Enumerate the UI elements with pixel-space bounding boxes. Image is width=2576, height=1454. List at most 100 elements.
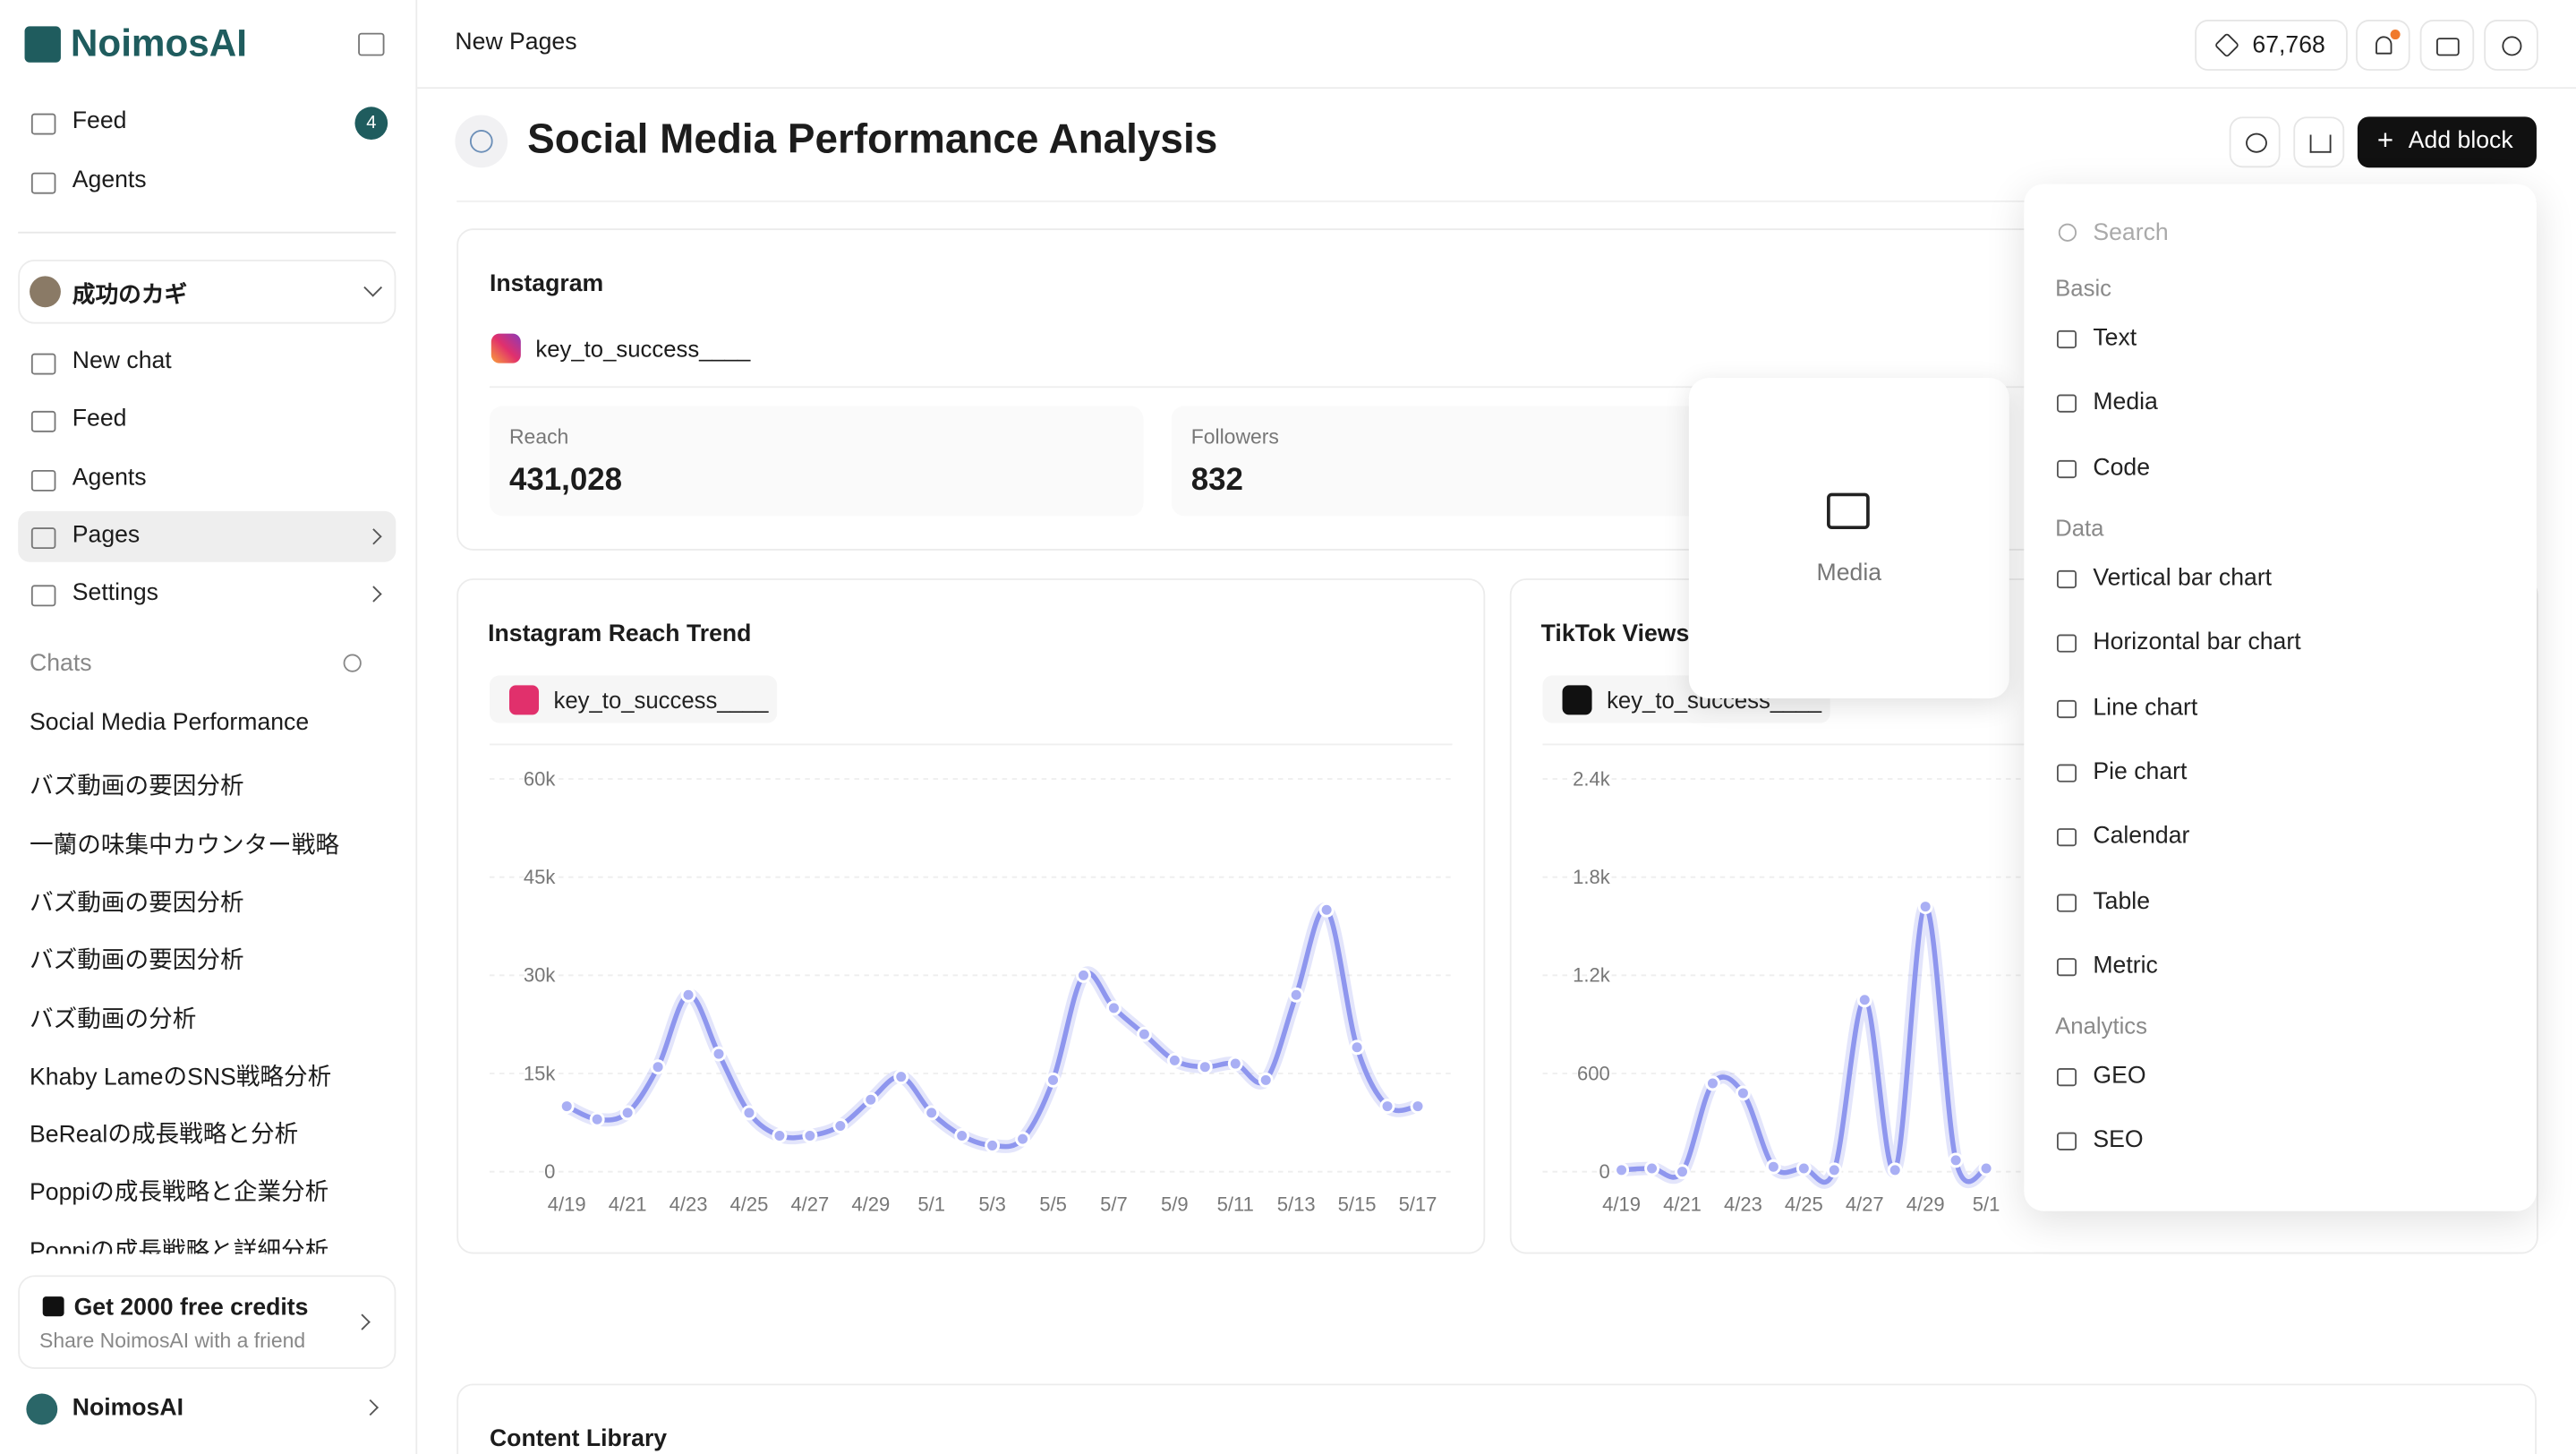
point <box>1675 1164 1690 1180</box>
menu-item[interactable]: Text <box>2093 325 2137 352</box>
x-tick-label: 5/9 <box>1161 1193 1189 1216</box>
promo[interactable]: Get 2000 free credits Share NoimosAI wit… <box>18 1275 397 1369</box>
x-tick-label: 5/17 <box>1399 1193 1437 1216</box>
breadcrumb: New Pages <box>455 30 577 56</box>
gift-icon <box>42 1296 64 1317</box>
x-tick-label: 5/1 <box>1973 1193 2000 1216</box>
metric-value: 431,028 <box>508 463 623 499</box>
nav-item[interactable]: Agents <box>72 167 147 194</box>
search-chats[interactable] <box>343 654 362 672</box>
line-glow <box>1615 900 1993 1189</box>
nav-icon <box>30 469 56 492</box>
point <box>1318 902 1335 918</box>
chat-item[interactable]: バズ動画の要因分析 <box>30 890 244 917</box>
chat-item[interactable]: Social Media Performance <box>30 709 310 737</box>
menu-item[interactable]: SEO <box>2093 1127 2144 1155</box>
chat-item[interactable]: Poppiの成長戦略と詳細分析 <box>30 1238 329 1254</box>
chat-item[interactable]: Poppiの成長戦略と企業分析 <box>30 1180 329 1207</box>
share-button[interactable] <box>2293 116 2345 168</box>
menu-item[interactable]: Metric <box>2093 953 2158 979</box>
search-input[interactable]: Search <box>2093 219 2169 247</box>
account-pill <box>489 675 778 723</box>
account: key_to_success____ <box>554 689 770 714</box>
support[interactable] <box>2484 20 2538 71</box>
menu-icon <box>2056 828 2077 847</box>
x-tick-label: 5/5 <box>1039 1193 1067 1216</box>
menu-item[interactable]: GEO <box>2093 1063 2146 1090</box>
y-tick-label: 0 <box>544 1160 555 1183</box>
share-icon <box>2309 134 2332 153</box>
x-tick-label: 5/13 <box>1277 1193 1316 1216</box>
menu-icon <box>2056 764 2077 783</box>
menu-item[interactable]: Media <box>2093 389 2158 416</box>
point <box>1258 1072 1274 1088</box>
point <box>650 1059 666 1075</box>
menu-item[interactable]: Pie chart <box>2093 758 2188 786</box>
collapse-button[interactable] <box>358 32 385 56</box>
chat-item[interactable]: BeRealの成長戦略と分析 <box>30 1122 299 1150</box>
divider <box>18 231 397 234</box>
content-library-card: Content Library <box>456 1383 2537 1454</box>
chat-item[interactable]: バズ動画の要因分析 <box>30 774 244 801</box>
chat-item[interactable]: バズ動画の要因分析 <box>30 948 244 975</box>
docs[interactable] <box>2419 20 2475 71</box>
point <box>1765 1159 1781 1175</box>
chat-item[interactable]: Khaby LameのSNS戦略分析 <box>30 1065 332 1091</box>
nav-item[interactable]: Feed <box>72 406 127 433</box>
workspace-selector[interactable]: 成功のカギ <box>18 260 397 324</box>
add-block-label: Add block <box>2408 128 2513 155</box>
line-glow <box>559 902 1425 1153</box>
menu-item[interactable]: Table <box>2093 888 2151 915</box>
y-tick-label: 1.8k <box>1573 866 1611 888</box>
menu-item[interactable]: Horizontal bar chart <box>2093 629 2301 656</box>
point <box>1136 1026 1152 1042</box>
nav-icon <box>30 526 56 549</box>
divider <box>489 386 2511 389</box>
workspace-avatar <box>30 276 61 308</box>
nav-item[interactable]: Settings <box>72 580 158 607</box>
credits[interactable]: 67,768 <box>2195 20 2348 71</box>
point <box>1166 1052 1182 1068</box>
add-block-button[interactable]: + Add block <box>2357 116 2537 168</box>
point <box>741 1105 757 1121</box>
x-tick-label: 4/27 <box>790 1193 829 1216</box>
menu-item[interactable]: Calendar <box>2093 823 2190 851</box>
chat-item[interactable]: バズ動画の分析 <box>30 1006 197 1033</box>
y-tick-label: 45k <box>524 866 556 888</box>
menu-item[interactable]: Code <box>2093 454 2151 482</box>
nav-item[interactable]: Feed <box>72 108 127 135</box>
chat-item[interactable]: 一蘭の味集中カウンター戦略 <box>30 832 340 860</box>
point <box>1379 1099 1395 1115</box>
nav-item[interactable]: Pages <box>72 522 141 549</box>
book-icon <box>2435 38 2460 56</box>
x-tick-label: 4/29 <box>851 1193 890 1216</box>
y-tick-label: 600 <box>1577 1062 1610 1084</box>
point <box>711 1046 727 1062</box>
nav-item[interactable]: Agents <box>72 464 147 492</box>
credits-value: 67,768 <box>2252 32 2325 60</box>
chats-heading: Chats <box>30 650 92 678</box>
point <box>1887 1162 1903 1178</box>
nav-icon <box>30 353 56 375</box>
account-name[interactable]: NoimosAI <box>72 1395 183 1422</box>
comment-button[interactable] <box>2229 116 2281 168</box>
point <box>1076 967 1091 983</box>
point <box>1410 1099 1426 1115</box>
page-title: Social Media Performance Analysis <box>527 116 1218 163</box>
nav-icon <box>30 585 56 607</box>
menu-item[interactable]: Line chart <box>2093 694 2198 722</box>
menu-icon <box>2056 395 2077 414</box>
point <box>1826 1162 1842 1178</box>
point <box>1349 1039 1365 1056</box>
x-tick-label: 4/19 <box>548 1193 586 1216</box>
globe-icon <box>455 115 508 168</box>
notifications[interactable] <box>2356 20 2410 71</box>
account: key_to_success____ <box>535 335 751 362</box>
search-icon <box>2058 223 2077 242</box>
menu-item[interactable]: Vertical bar chart <box>2093 565 2273 592</box>
nav-item[interactable]: New chat <box>72 348 172 375</box>
instagram-icon <box>490 333 521 364</box>
card-title: Instagram <box>489 270 604 298</box>
point <box>863 1091 879 1108</box>
point <box>1705 1075 1720 1091</box>
